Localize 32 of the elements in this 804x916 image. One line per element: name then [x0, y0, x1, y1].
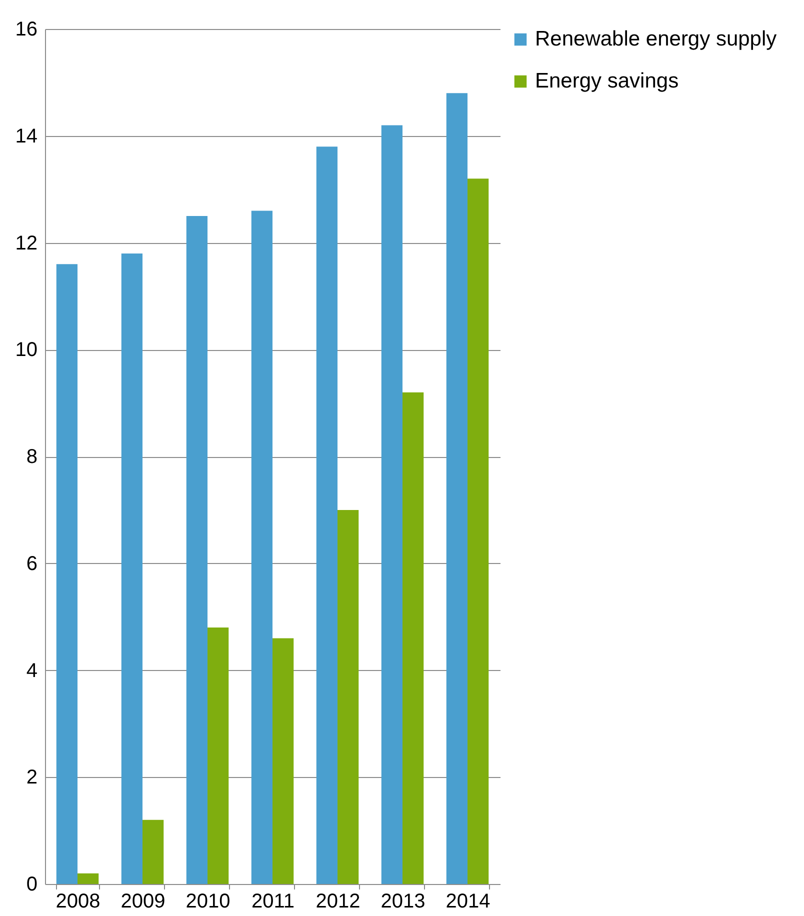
y-tick-label: 8 — [26, 446, 38, 468]
x-tick-label: 2008 — [56, 890, 100, 912]
y-tick-label: 6 — [26, 552, 38, 575]
legend-label: Renewable energy supply — [535, 28, 778, 50]
x-tick-label: 2012 — [316, 890, 360, 912]
bar — [121, 253, 142, 884]
bar — [338, 510, 359, 884]
bar — [78, 873, 99, 884]
bar — [56, 264, 78, 884]
y-tick-label: 2 — [26, 766, 38, 789]
bar — [381, 125, 402, 884]
bar — [142, 820, 164, 884]
x-tick-label: 2013 — [380, 890, 426, 912]
y-tick-label: 4 — [26, 660, 38, 682]
y-tick-label: 16 — [15, 18, 38, 40]
bar — [446, 93, 468, 884]
y-tick-label: 12 — [15, 232, 38, 254]
x-tick-label: 2014 — [446, 890, 490, 912]
y-tick-label: 10 — [15, 339, 38, 362]
bar — [251, 210, 272, 884]
y-tick-label: 14 — [15, 125, 38, 148]
bar — [272, 638, 294, 884]
bar — [468, 178, 489, 884]
legend-label: Energy savings — [535, 70, 679, 92]
bar — [402, 392, 424, 884]
x-tick-label: 2010 — [186, 890, 230, 912]
y-tick-label: 0 — [26, 874, 38, 896]
x-tick-label: 2009 — [120, 890, 166, 912]
bar — [186, 216, 208, 884]
bar — [208, 628, 229, 884]
x-tick-label: 2011 — [251, 890, 295, 912]
bar — [316, 146, 338, 884]
